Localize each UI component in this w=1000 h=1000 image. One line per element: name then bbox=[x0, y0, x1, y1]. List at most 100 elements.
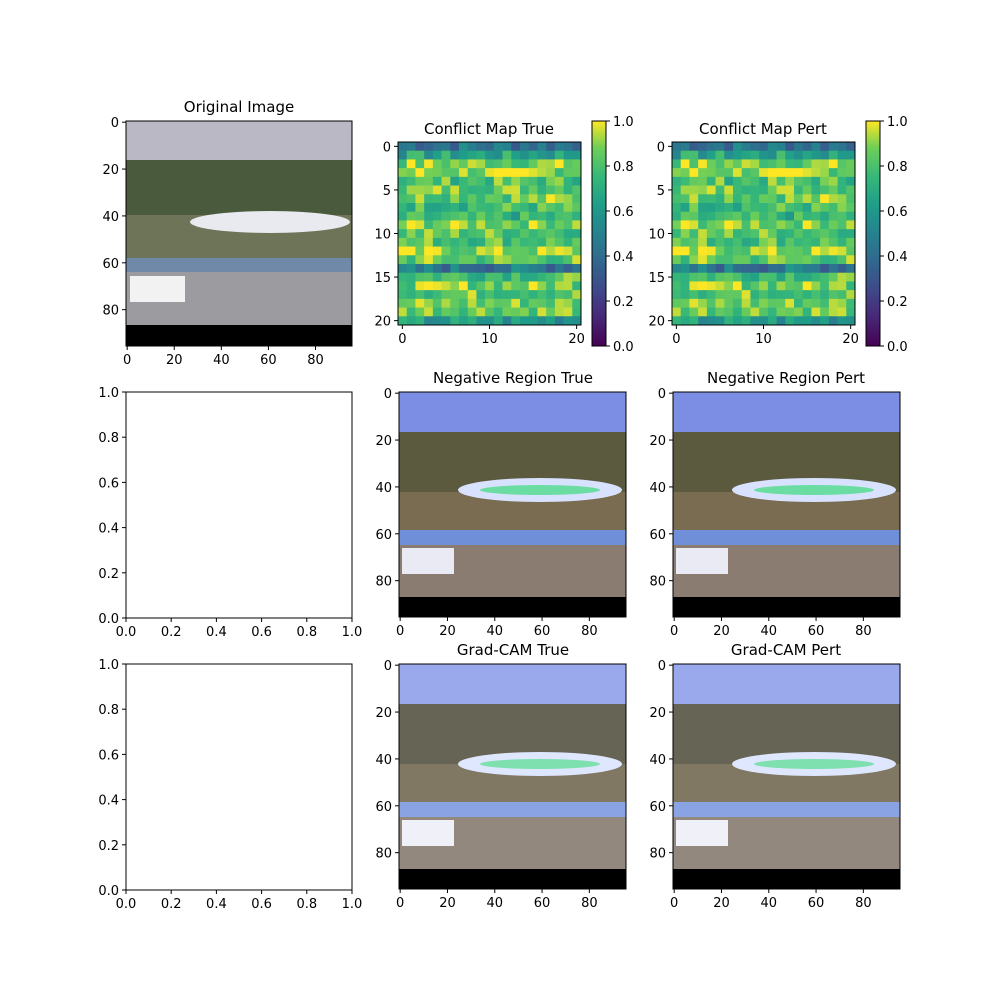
heatmap-cell bbox=[776, 298, 786, 308]
tick-label: 0 bbox=[396, 896, 404, 911]
heatmap-cell bbox=[406, 307, 416, 317]
heatmap-cell bbox=[706, 159, 716, 169]
heatmap-cell bbox=[715, 298, 725, 308]
heatmap-cell bbox=[785, 194, 795, 204]
heatmap-cell bbox=[672, 307, 682, 317]
heatmap-cell bbox=[733, 185, 743, 195]
heatmap-cell bbox=[511, 168, 521, 178]
heatmap-cell bbox=[450, 281, 460, 291]
heatmap-cell bbox=[846, 185, 856, 195]
heatmap-cell bbox=[406, 298, 416, 308]
heatmap-cell bbox=[398, 229, 408, 239]
heatmap-cell bbox=[398, 220, 408, 230]
heatmap-cell bbox=[563, 255, 573, 265]
heatmap-cell bbox=[724, 150, 734, 160]
heatmap-cell bbox=[776, 185, 786, 195]
heatmap-cell bbox=[724, 246, 734, 256]
heatmap-cell bbox=[441, 255, 451, 265]
heatmap-cell bbox=[767, 316, 777, 326]
heatmap-cell bbox=[837, 203, 847, 213]
heatmap-cell bbox=[520, 168, 530, 178]
heatmap-cell bbox=[794, 203, 804, 213]
heatmap-cell bbox=[828, 229, 838, 239]
heatmap-cell bbox=[837, 211, 847, 221]
heatmap-cell bbox=[554, 281, 564, 291]
heatmap-cell bbox=[680, 185, 690, 195]
heatmap-cell bbox=[767, 298, 777, 308]
heatmap-cell bbox=[563, 281, 573, 291]
heatmap-cell bbox=[680, 150, 690, 160]
heatmap-cell bbox=[546, 237, 556, 247]
heatmap-cell bbox=[811, 150, 821, 160]
heatmap-cell bbox=[820, 255, 830, 265]
heatmap-cell bbox=[828, 150, 838, 160]
heatmap-cell bbox=[485, 142, 495, 152]
heatmap-cell bbox=[563, 203, 573, 213]
tick-label: 0.4 bbox=[98, 794, 119, 809]
heatmap-cell bbox=[689, 211, 699, 221]
heatmap-cell bbox=[511, 203, 521, 213]
heatmap-cell bbox=[441, 176, 451, 186]
heatmap-cell bbox=[706, 211, 716, 221]
heatmap-cell bbox=[406, 168, 416, 178]
heatmap-cell bbox=[846, 194, 856, 204]
heatmap-cell bbox=[733, 168, 743, 178]
heatmap-cell bbox=[794, 229, 804, 239]
heatmap-cell bbox=[459, 150, 469, 160]
heatmap-cell bbox=[750, 159, 760, 169]
heatmap-cell bbox=[554, 194, 564, 204]
tick-label: 60 bbox=[534, 896, 551, 911]
heatmap-cell bbox=[546, 229, 556, 239]
heatmap-cell bbox=[415, 237, 425, 247]
heatmap-cell bbox=[741, 220, 751, 230]
heatmap-cell bbox=[406, 272, 416, 282]
heatmap-cell bbox=[554, 307, 564, 317]
heatmap-cell bbox=[476, 203, 486, 213]
heatmap-cell bbox=[724, 168, 734, 178]
heatmap-cell bbox=[554, 220, 564, 230]
tick-label: 40 bbox=[486, 624, 503, 639]
tick-label: 0.2 bbox=[613, 295, 634, 310]
tick-label: 80 bbox=[649, 847, 666, 862]
heatmap-cell bbox=[554, 272, 564, 282]
heatmap-cell bbox=[767, 150, 777, 160]
heatmap-cell bbox=[759, 211, 769, 221]
heatmap-cell bbox=[485, 272, 495, 282]
heatmap-cell bbox=[750, 176, 760, 186]
heatmap-cell bbox=[698, 194, 708, 204]
heatmap-cell bbox=[563, 246, 573, 256]
heatmap-cell bbox=[572, 150, 582, 160]
heatmap-cell bbox=[398, 316, 408, 326]
heatmap-cell bbox=[689, 255, 699, 265]
heatmap-cell bbox=[698, 185, 708, 195]
heatmap-cell bbox=[528, 316, 538, 326]
heatmap-cell bbox=[476, 237, 486, 247]
overlay-negative-true bbox=[399, 392, 626, 617]
heatmap-cell bbox=[459, 194, 469, 204]
heatmap-cell bbox=[680, 168, 690, 178]
heatmap-cell bbox=[689, 307, 699, 317]
heatmap-cell bbox=[476, 150, 486, 160]
heatmap-cell bbox=[520, 159, 530, 169]
heatmap-cell bbox=[689, 185, 699, 195]
heatmap-cell bbox=[715, 237, 725, 247]
heatmap-cell bbox=[794, 159, 804, 169]
heatmap-cell bbox=[689, 281, 699, 291]
heatmap-cell bbox=[672, 185, 682, 195]
heatmap-cell bbox=[846, 211, 856, 221]
heatmap-cell bbox=[528, 142, 538, 152]
heatmap-cell bbox=[467, 316, 477, 326]
heatmap-cell bbox=[406, 246, 416, 256]
heatmap-cell bbox=[767, 220, 777, 230]
heatmap-cell bbox=[485, 290, 495, 300]
heatmap-cell bbox=[820, 281, 830, 291]
heatmap-cell bbox=[759, 150, 769, 160]
heatmap-cell bbox=[689, 316, 699, 326]
heatmap-cell bbox=[450, 168, 460, 178]
heatmap-cell bbox=[546, 290, 556, 300]
heatmap-cell bbox=[724, 255, 734, 265]
heatmap-cell bbox=[546, 176, 556, 186]
heatmap-cell bbox=[706, 307, 716, 317]
heatmap-cell bbox=[837, 142, 847, 152]
heatmap-cell bbox=[672, 142, 682, 152]
